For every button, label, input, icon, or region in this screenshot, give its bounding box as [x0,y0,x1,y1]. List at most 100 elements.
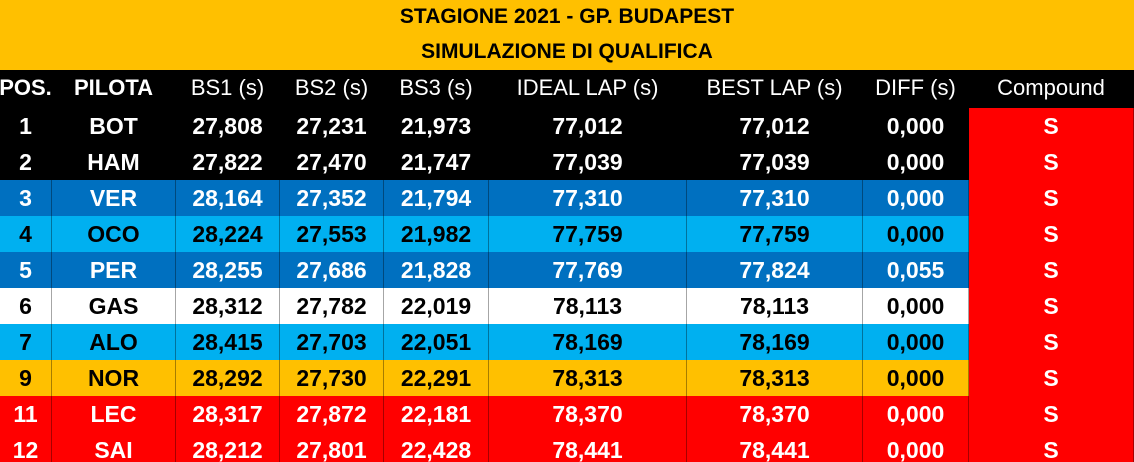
header-ideal-lap: IDEAL LAP (s) [489,70,687,106]
bs3-cell: 22,051 [384,324,489,360]
ideal-lap-cell: 78,113 [489,288,687,324]
table-row: 6 GAS 28,312 27,782 22,019 78,113 78,113 0,000 S [0,288,1134,324]
bs2-cell: 27,686 [280,252,384,288]
driver-cell: PER [52,252,176,288]
table-row: 2 HAM 27,822 27,470 21,747 77,039 77,039 0,000 S [0,144,1134,180]
bs1-cell: 28,292 [176,360,280,396]
pos-cell: 11 [0,396,52,432]
sheet-subtitle: SIMULAZIONE DI QUALIFICA [0,34,1134,70]
best-lap-cell: 77,310 [687,180,863,216]
best-lap-cell: 77,759 [687,216,863,252]
bs3-cell: 21,794 [384,180,489,216]
pos-cell: 4 [0,216,52,252]
driver-cell: GAS [52,288,176,324]
diff-cell: 0,055 [863,252,969,288]
diff-cell: 0,000 [863,216,969,252]
table-row: 9 NOR 28,292 27,730 22,291 78,313 78,313 0,000 S [0,360,1134,396]
driver-cell: BOT [52,108,176,144]
best-lap-cell: 77,012 [687,108,863,144]
compound-cell: S [969,324,1134,360]
bs1-cell: 28,317 [176,396,280,432]
pos-cell: 12 [0,432,52,462]
diff-cell: 0,000 [863,288,969,324]
diff-cell: 0,000 [863,180,969,216]
bs2-cell: 27,872 [280,396,384,432]
driver-cell: OCO [52,216,176,252]
compound-cell: S [969,144,1134,180]
driver-cell: SAI [52,432,176,462]
header-bs1: BS1 (s) [176,70,280,106]
bs1-cell: 28,224 [176,216,280,252]
bs2-cell: 27,352 [280,180,384,216]
table-row: 5 PER 28,255 27,686 21,828 77,769 77,824 0,055 S [0,252,1134,288]
diff-cell: 0,000 [863,144,969,180]
bs1-cell: 27,808 [176,108,280,144]
bs2-cell: 27,730 [280,360,384,396]
bs3-cell: 21,747 [384,144,489,180]
best-lap-cell: 78,441 [687,432,863,462]
best-lap-cell: 77,824 [687,252,863,288]
best-lap-cell: 78,313 [687,360,863,396]
bs2-cell: 27,231 [280,108,384,144]
pos-cell: 7 [0,324,52,360]
header-compound: Compound [969,70,1134,106]
header-bs3: BS3 (s) [384,70,489,106]
compound-cell: S [969,252,1134,288]
ideal-lap-cell: 77,310 [489,180,687,216]
ideal-lap-cell: 78,370 [489,396,687,432]
best-lap-cell: 78,370 [687,396,863,432]
bs1-cell: 27,822 [176,144,280,180]
driver-cell: ALO [52,324,176,360]
driver-cell: VER [52,180,176,216]
pos-cell: 6 [0,288,52,324]
header-best-lap: BEST LAP (s) [687,70,863,106]
best-lap-cell: 78,113 [687,288,863,324]
bs2-cell: 27,782 [280,288,384,324]
header-driver: PILOTA [52,70,176,106]
diff-cell: 0,000 [863,396,969,432]
ideal-lap-cell: 77,769 [489,252,687,288]
best-lap-cell: 77,039 [687,144,863,180]
header-bs2: BS2 (s) [280,70,384,106]
pos-cell: 1 [0,108,52,144]
bs2-cell: 27,703 [280,324,384,360]
pos-cell: 9 [0,360,52,396]
driver-cell: NOR [52,360,176,396]
compound-cell: S [969,360,1134,396]
driver-cell: LEC [52,396,176,432]
bs2-cell: 27,801 [280,432,384,462]
bs1-cell: 28,415 [176,324,280,360]
bs3-cell: 21,828 [384,252,489,288]
ideal-lap-cell: 78,313 [489,360,687,396]
best-lap-cell: 78,169 [687,324,863,360]
sheet-title: STAGIONE 2021 - GP. BUDAPEST [0,0,1134,34]
bs1-cell: 28,212 [176,432,280,462]
table-row: 1 BOT 27,808 27,231 21,973 77,012 77,012 0,000 S [0,108,1134,144]
bs3-cell: 22,291 [384,360,489,396]
bs3-cell: 22,181 [384,396,489,432]
table-row: 11 LEC 28,317 27,872 22,181 78,370 78,370 0,000… [0,396,1134,432]
header-row: POS. PILOTA BS1 (s) BS2 (s) BS3 (s) IDEA… [0,70,1134,106]
header-pos: POS. [0,70,52,106]
bs2-cell: 27,470 [280,144,384,180]
table-row: 4 OCO 28,224 27,553 21,982 77,759 77,759 0,000 S [0,216,1134,252]
pos-cell: 3 [0,180,52,216]
compound-cell: S [969,432,1134,462]
table-row: 12 SAI 28,212 27,801 22,428 78,441 78,441 0,000… [0,432,1134,462]
bs3-cell: 21,973 [384,108,489,144]
diff-cell: 0,000 [863,108,969,144]
driver-cell: HAM [52,144,176,180]
compound-cell: S [969,180,1134,216]
pos-cell: 5 [0,252,52,288]
pos-cell: 2 [0,144,52,180]
bs3-cell: 22,019 [384,288,489,324]
ideal-lap-cell: 77,012 [489,108,687,144]
diff-cell: 0,000 [863,324,969,360]
table-row: 7 ALO 28,415 27,703 22,051 78,169 78,169 0,000 S [0,324,1134,360]
bs1-cell: 28,255 [176,252,280,288]
table-row: 3 VER 28,164 27,352 21,794 77,310 77,310 0,000 S [0,180,1134,216]
bs1-cell: 28,164 [176,180,280,216]
bs2-cell: 27,553 [280,216,384,252]
compound-cell: S [969,108,1134,144]
